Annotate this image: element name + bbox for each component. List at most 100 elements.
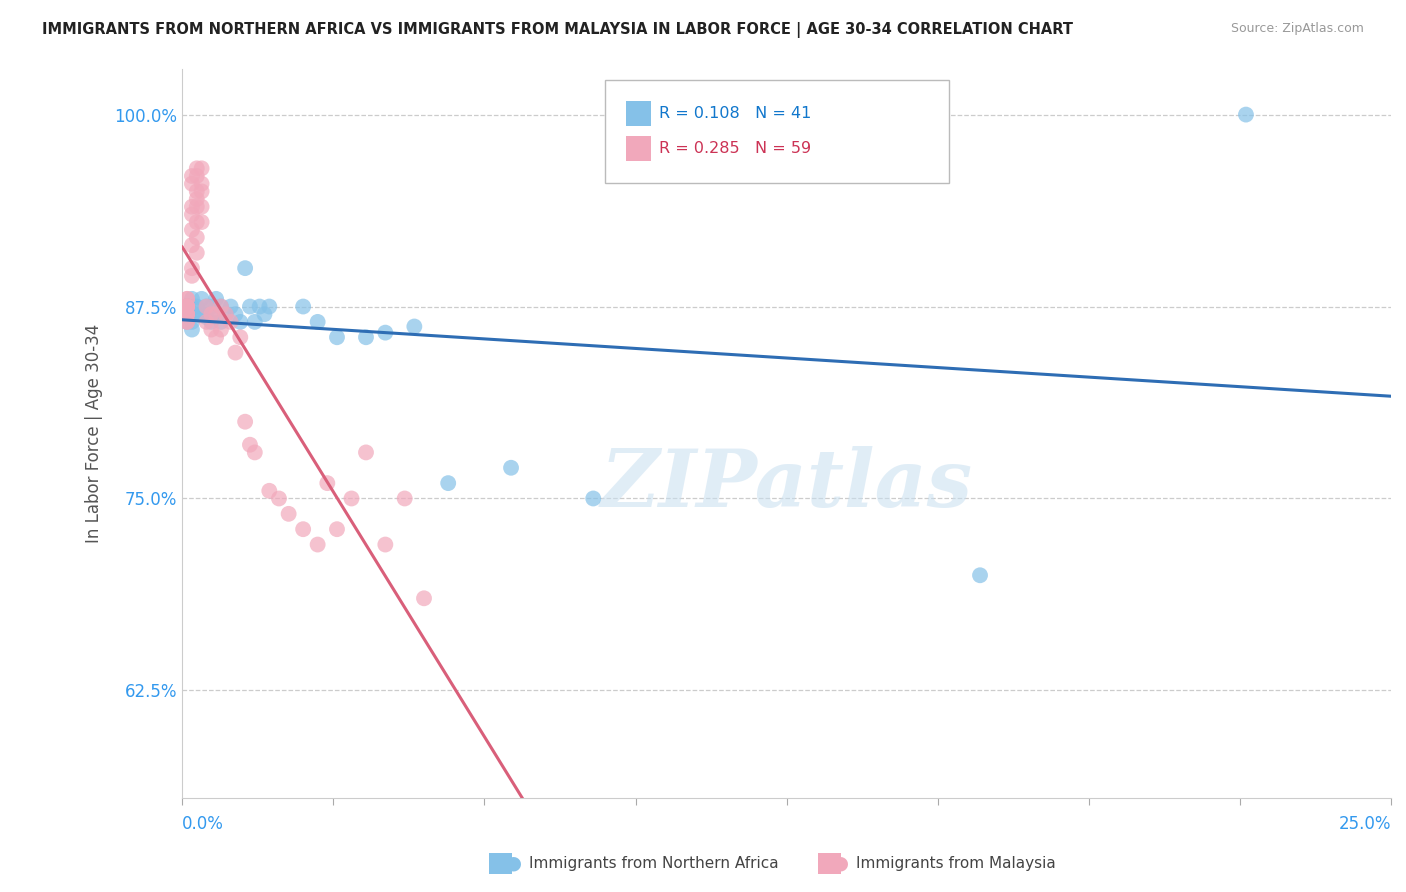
Text: ●: ● bbox=[832, 854, 849, 873]
Point bbox=[181, 307, 204, 321]
Point bbox=[209, 322, 232, 336]
Point bbox=[186, 169, 208, 183]
Point bbox=[190, 292, 212, 306]
Point bbox=[181, 238, 204, 252]
Point bbox=[215, 307, 238, 321]
Point bbox=[219, 315, 242, 329]
Point bbox=[190, 200, 212, 214]
Text: ZIPatlas: ZIPatlas bbox=[600, 445, 973, 523]
Text: Immigrants from Malaysia: Immigrants from Malaysia bbox=[856, 856, 1056, 871]
Point bbox=[394, 491, 416, 506]
Point bbox=[243, 445, 266, 459]
Point bbox=[190, 215, 212, 229]
Point bbox=[259, 300, 281, 314]
Point bbox=[176, 300, 198, 314]
Y-axis label: In Labor Force | Age 30-34: In Labor Force | Age 30-34 bbox=[86, 324, 103, 543]
Point bbox=[307, 537, 329, 551]
Point bbox=[190, 177, 212, 191]
Point bbox=[176, 315, 198, 329]
Point bbox=[292, 300, 315, 314]
Point bbox=[181, 300, 204, 314]
Point bbox=[190, 307, 212, 321]
Text: R = 0.108   N = 41: R = 0.108 N = 41 bbox=[659, 106, 811, 120]
Point bbox=[205, 330, 228, 344]
Point bbox=[404, 319, 426, 334]
Point bbox=[195, 300, 218, 314]
Point bbox=[190, 185, 212, 199]
Point bbox=[200, 322, 222, 336]
Point bbox=[354, 330, 377, 344]
Point bbox=[176, 307, 198, 321]
Point bbox=[200, 307, 222, 321]
Point bbox=[181, 322, 204, 336]
Point bbox=[181, 315, 204, 329]
Point bbox=[200, 300, 222, 314]
Point bbox=[186, 200, 208, 214]
Point bbox=[219, 300, 242, 314]
Point bbox=[186, 185, 208, 199]
Point bbox=[176, 307, 198, 321]
Point bbox=[340, 491, 363, 506]
Text: ●: ● bbox=[505, 854, 522, 873]
Point bbox=[374, 537, 396, 551]
Point bbox=[181, 223, 204, 237]
Point bbox=[176, 300, 198, 314]
Point bbox=[215, 307, 238, 321]
Text: 0.0%: 0.0% bbox=[183, 815, 224, 833]
Point bbox=[186, 245, 208, 260]
Point bbox=[195, 310, 218, 325]
Point bbox=[176, 300, 198, 314]
Point bbox=[200, 315, 222, 329]
Text: Immigrants from Northern Africa: Immigrants from Northern Africa bbox=[529, 856, 779, 871]
Point bbox=[205, 307, 228, 321]
Point bbox=[176, 300, 198, 314]
Point bbox=[176, 300, 198, 314]
Point bbox=[316, 476, 339, 491]
Point bbox=[181, 169, 204, 183]
Point bbox=[186, 300, 208, 314]
Point bbox=[224, 345, 246, 359]
Point bbox=[176, 307, 198, 321]
Point bbox=[205, 292, 228, 306]
Point bbox=[186, 307, 208, 321]
Point bbox=[176, 292, 198, 306]
Point bbox=[413, 591, 436, 606]
Point bbox=[186, 230, 208, 244]
Point bbox=[209, 315, 232, 329]
Point bbox=[181, 177, 204, 191]
Point bbox=[190, 161, 212, 176]
Point bbox=[229, 315, 252, 329]
Point bbox=[176, 315, 198, 329]
Point bbox=[186, 192, 208, 206]
Point bbox=[176, 315, 198, 329]
Point bbox=[209, 300, 232, 314]
Point bbox=[195, 315, 218, 329]
Point bbox=[181, 268, 204, 283]
Point bbox=[259, 483, 281, 498]
Point bbox=[239, 438, 262, 452]
Point bbox=[186, 161, 208, 176]
Point bbox=[307, 315, 329, 329]
Point bbox=[233, 261, 256, 276]
Point bbox=[181, 261, 204, 276]
Point bbox=[253, 307, 276, 321]
Text: R = 0.285   N = 59: R = 0.285 N = 59 bbox=[659, 142, 811, 156]
Point bbox=[205, 307, 228, 321]
Point bbox=[277, 507, 299, 521]
Point bbox=[181, 200, 204, 214]
Point bbox=[239, 300, 262, 314]
Point bbox=[181, 292, 204, 306]
Point bbox=[437, 476, 460, 491]
Point bbox=[224, 307, 246, 321]
Point bbox=[1234, 107, 1257, 121]
Point bbox=[195, 300, 218, 314]
Point bbox=[186, 215, 208, 229]
Text: Source: ZipAtlas.com: Source: ZipAtlas.com bbox=[1230, 22, 1364, 36]
Point bbox=[243, 315, 266, 329]
Point bbox=[354, 445, 377, 459]
Text: 25.0%: 25.0% bbox=[1339, 815, 1391, 833]
Point bbox=[374, 326, 396, 340]
Point bbox=[229, 330, 252, 344]
Point bbox=[176, 292, 198, 306]
Point bbox=[181, 207, 204, 221]
